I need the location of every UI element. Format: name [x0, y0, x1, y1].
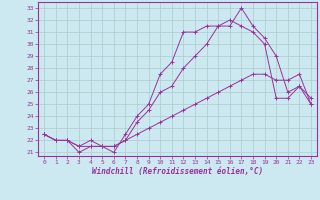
- X-axis label: Windchill (Refroidissement éolien,°C): Windchill (Refroidissement éolien,°C): [92, 167, 263, 176]
